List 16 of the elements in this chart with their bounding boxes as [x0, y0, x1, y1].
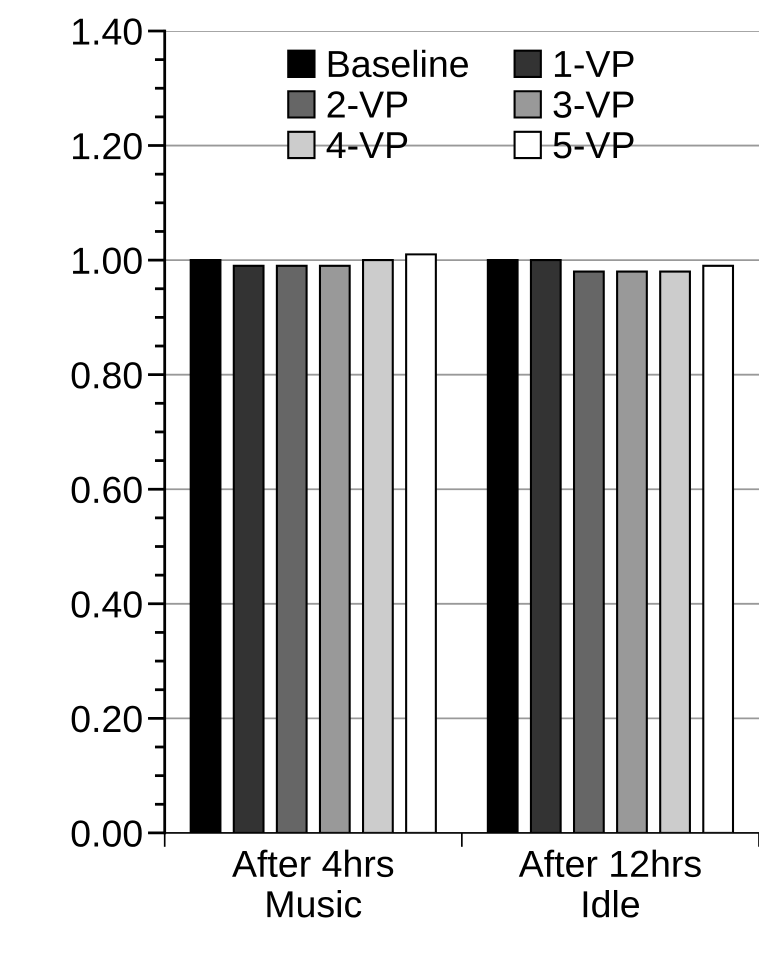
y-tick-label: 0.00 [72, 820, 142, 847]
legend-label: 3-VP [554, 91, 634, 118]
y-tick-label: 0.40 [72, 591, 142, 618]
y-tick-label: 1.20 [73, 132, 142, 160]
legend-label: 4-VP [326, 132, 408, 158]
legend-label: Baseline [328, 50, 468, 78]
legend-label: 2-VP [328, 91, 408, 118]
legend-label: 5-VP [554, 132, 634, 158]
y-tick-label: 1.40 [73, 18, 142, 45]
y-tick-label: 0.20 [72, 706, 142, 732]
y-tick-label: 1.00 [73, 248, 142, 274]
y-tick-label: 0.80 [72, 362, 142, 389]
x-tick-label: After 12hrs Idle [518, 850, 701, 918]
x-tick-label: After 4hrs Music [232, 850, 394, 918]
y-tick-label: 0.60 [72, 476, 142, 504]
legend-label: 1-VP [554, 51, 634, 77]
